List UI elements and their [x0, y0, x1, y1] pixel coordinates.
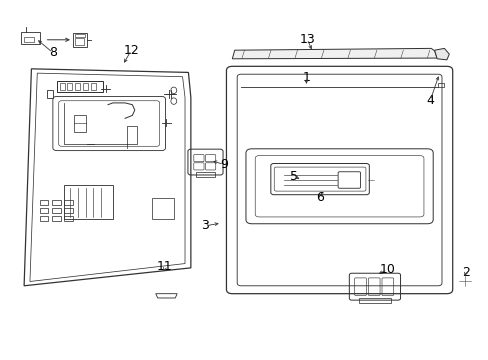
Bar — [83, 83, 88, 90]
Polygon shape — [156, 294, 177, 298]
Bar — [64, 216, 73, 221]
Text: 9: 9 — [220, 158, 227, 171]
Bar — [152, 198, 173, 220]
Bar — [47, 90, 53, 98]
Bar — [195, 172, 215, 177]
Text: 10: 10 — [379, 263, 394, 276]
Bar — [75, 34, 84, 37]
Bar — [64, 185, 113, 220]
Polygon shape — [232, 48, 436, 59]
Bar — [40, 200, 48, 206]
Text: 1: 1 — [302, 71, 310, 84]
Bar — [64, 208, 73, 213]
Text: 5: 5 — [290, 170, 298, 183]
Text: 6: 6 — [316, 191, 324, 204]
Bar — [52, 208, 61, 213]
Bar — [52, 216, 61, 221]
Text: 11: 11 — [157, 260, 173, 273]
Text: 3: 3 — [201, 219, 208, 233]
Text: 2: 2 — [461, 266, 469, 279]
Text: 12: 12 — [123, 44, 139, 57]
Bar — [67, 83, 72, 90]
Polygon shape — [434, 48, 448, 60]
Bar — [437, 83, 443, 87]
Text: 8: 8 — [49, 46, 57, 59]
Bar — [64, 200, 73, 206]
Bar — [40, 216, 48, 221]
Bar — [73, 33, 86, 46]
Bar — [52, 200, 61, 206]
Bar — [57, 81, 103, 92]
Bar — [24, 37, 34, 42]
Bar — [75, 83, 80, 90]
Text: 13: 13 — [299, 33, 315, 46]
Bar — [60, 83, 64, 90]
Bar — [91, 83, 96, 90]
Bar — [40, 208, 48, 213]
Bar — [358, 298, 390, 303]
Bar — [74, 116, 86, 132]
Bar — [21, 32, 40, 44]
Bar — [75, 38, 84, 45]
Text: 4: 4 — [426, 94, 433, 107]
